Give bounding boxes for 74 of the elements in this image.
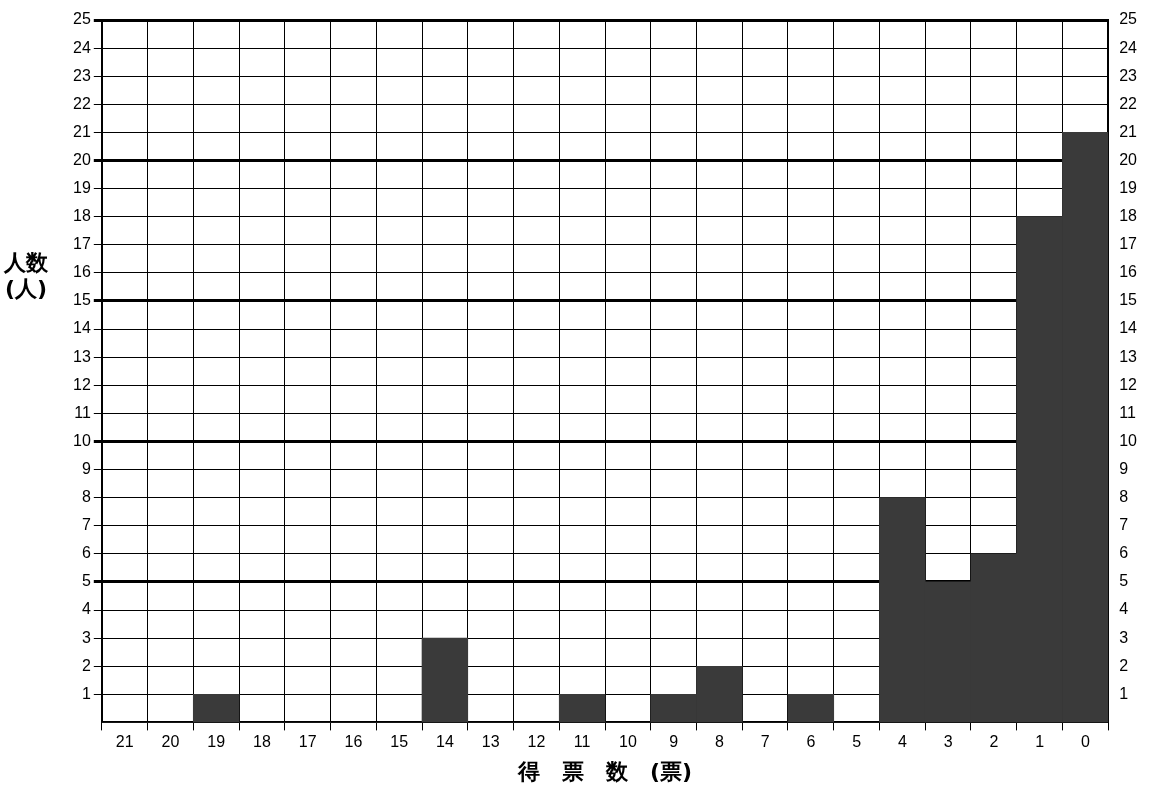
y2-tick-label: 17 <box>1119 235 1138 253</box>
y-tick-label: 6 <box>81 544 91 562</box>
x-tick-label: 7 <box>760 733 770 751</box>
x-tick-label: 17 <box>298 733 317 751</box>
y-tick-label: 16 <box>73 263 91 281</box>
y2-tick-label: 12 <box>1119 375 1138 393</box>
x-tick-label: 20 <box>161 733 180 751</box>
y2-tick-label: 15 <box>1119 291 1138 309</box>
y-tick-label: 13 <box>73 347 91 365</box>
y-tick-label: 21 <box>73 122 91 140</box>
x-tick-label: 3 <box>943 733 953 751</box>
y-tick-label: 18 <box>73 207 91 225</box>
x-tick-label: 16 <box>344 733 363 751</box>
y2-tick-label: 6 <box>1119 544 1129 562</box>
y-tick-label: 11 <box>74 403 91 421</box>
y2-tick-label: 5 <box>1119 572 1129 590</box>
x-tick-label: 18 <box>253 733 271 751</box>
x-tick-label: 4 <box>897 733 907 751</box>
x-tick-label: 15 <box>390 733 409 751</box>
y2-tick-label: 25 <box>1119 10 1138 28</box>
y2-tick-label: 22 <box>1119 94 1138 112</box>
y-tick-label: 20 <box>73 150 91 168</box>
y2-tick-label: 18 <box>1119 207 1138 225</box>
x-tick-label: 19 <box>207 733 226 751</box>
y2-tick-label: 4 <box>1119 600 1129 618</box>
y-tick-label: 1 <box>81 684 91 702</box>
x-tick-label: 0 <box>1080 733 1090 751</box>
x-tick-label: 12 <box>527 733 546 751</box>
y-axis-title: 人数 (人) <box>4 250 48 303</box>
y-tick-label: 5 <box>81 572 91 590</box>
x-tick-label: 10 <box>618 733 637 751</box>
y2-tick-label: 16 <box>1119 263 1138 281</box>
y-tick-label: 15 <box>73 291 91 309</box>
y-tick-label: 22 <box>73 94 91 112</box>
y-tick-label: 17 <box>73 235 91 253</box>
x-tick-label: 13 <box>481 733 500 751</box>
y2-tick-label: 7 <box>1119 516 1129 534</box>
y-tick-label: 12 <box>73 375 91 393</box>
y2-tick-label: 20 <box>1119 150 1138 168</box>
y-tick-label: 2 <box>81 656 91 674</box>
y-tick-label: 14 <box>73 319 91 337</box>
y-tick-label: 9 <box>81 459 91 477</box>
y2-tick-label: 23 <box>1119 66 1138 84</box>
x-tick-label: 8 <box>714 733 724 751</box>
x-tick-label: 2 <box>989 733 999 751</box>
y-tick-label: 19 <box>73 178 91 196</box>
y2-tick-label: 3 <box>1119 628 1129 646</box>
x-tick-label: 5 <box>852 733 862 751</box>
y2-tick-label: 1 <box>1119 684 1129 702</box>
y-tick-label: 23 <box>73 66 91 84</box>
y2-tick-label: 13 <box>1119 347 1138 365</box>
y-tick-label: 24 <box>73 38 91 56</box>
x-tick-label: 21 <box>115 733 134 751</box>
y2-tick-label: 9 <box>1119 459 1129 477</box>
y2-tick-label: 21 <box>1119 122 1138 140</box>
x-tick-label: 9 <box>669 733 679 751</box>
y2-tick-label: 8 <box>1119 488 1129 506</box>
x-tick-label: 6 <box>806 733 816 751</box>
x-tick-label: 14 <box>435 733 454 751</box>
y2-tick-label: 14 <box>1119 319 1138 337</box>
y2-tick-label: 2 <box>1119 656 1129 674</box>
y2-tick-label: 19 <box>1119 178 1138 196</box>
y-tick-label: 4 <box>81 600 91 618</box>
y-tick-label: 3 <box>81 628 91 646</box>
x-axis-title: 得 票 数 (票) <box>516 758 693 784</box>
x-tick-label: 11 <box>573 733 591 751</box>
x-tick-label: 1 <box>1035 733 1045 751</box>
y-tick-label: 7 <box>81 516 91 534</box>
y2-tick-label: 10 <box>1119 431 1138 449</box>
y-tick-label: 10 <box>73 431 91 449</box>
y2-tick-label: 24 <box>1119 38 1138 56</box>
y-tick-label: 8 <box>81 488 91 506</box>
y2-tick-label: 11 <box>1119 403 1136 421</box>
y-tick-label: 25 <box>73 10 91 28</box>
